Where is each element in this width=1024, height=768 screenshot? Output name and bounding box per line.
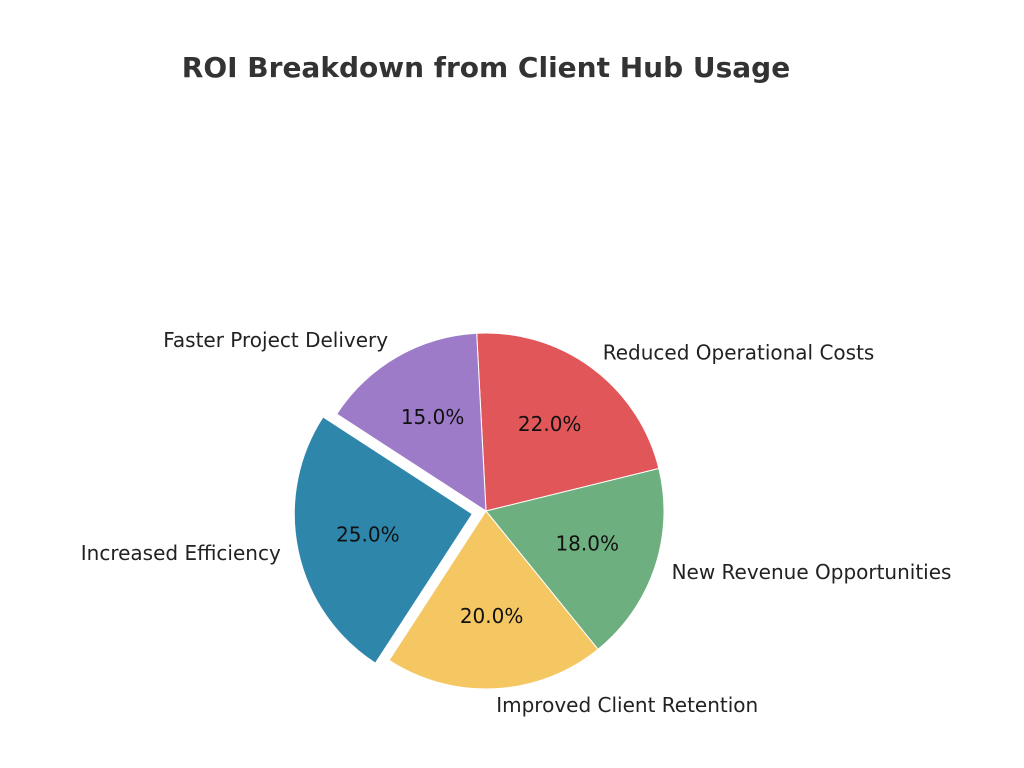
- pie-labels: Reduced Operational Costs New Revenue Opp…: [81, 328, 952, 717]
- pie-percent-labels: 22.0% 18.0% 20.0% 25.0% 15.0%: [336, 405, 619, 628]
- slice-label-reduced-operational-costs: Reduced Operational Costs: [603, 340, 875, 364]
- pct-label-new-revenue-opportunities: 18.0%: [555, 532, 619, 556]
- pct-label-reduced-operational-costs: 22.0%: [518, 412, 582, 436]
- slice-label-increased-efficiency: Increased Efficiency: [81, 541, 281, 565]
- chart-title: ROI Breakdown from Client Hub Usage: [182, 51, 790, 84]
- pie-slice-new-revenue-opportunities: [485, 467, 665, 651]
- pct-label-improved-client-retention: 20.0%: [460, 604, 524, 628]
- slice-label-improved-client-retention: Improved Client Retention: [496, 693, 758, 717]
- pie-slices: [293, 332, 665, 690]
- pie-slice-reduced-operational-costs: [476, 332, 660, 512]
- pie-slice-improved-client-retention: [388, 510, 599, 690]
- pct-label-increased-efficiency: 25.0%: [336, 523, 400, 547]
- slice-label-new-revenue-opportunities: New Revenue Opportunities: [672, 560, 952, 584]
- slice-label-faster-project-delivery: Faster Project Delivery: [163, 328, 388, 352]
- pie-slice-faster-project-delivery: [336, 332, 487, 512]
- pct-label-faster-project-delivery: 15.0%: [401, 405, 465, 429]
- pie-slice-increased-efficiency: [293, 416, 473, 664]
